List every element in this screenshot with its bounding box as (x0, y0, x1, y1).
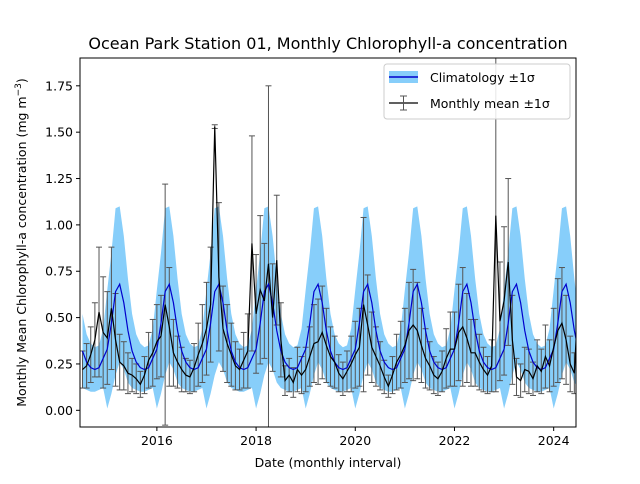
x-tick-label: 2024 (538, 433, 570, 448)
x-axis-ticks: 2016 2018 2020 2022 2024 (141, 427, 570, 448)
y-axis-ticks: 0.00 0.25 0.50 0.75 1.00 1.25 1.50 1.75 (45, 78, 80, 418)
y-tick-label: 1.00 (45, 217, 73, 232)
x-tick-label: 2018 (240, 433, 272, 448)
climatology-band (82, 206, 576, 409)
legend-climatology-label: Climatology ±1σ (430, 70, 535, 85)
y-tick-label: 1.75 (45, 78, 73, 93)
y-axis-label: Monthly Mean Chlorophyll-a concentration… (14, 78, 29, 407)
y-tick-label: 0.00 (45, 403, 73, 418)
x-tick-label: 2022 (439, 433, 471, 448)
x-tick-label: 2020 (339, 433, 371, 448)
plot-frame (79, 57, 577, 428)
plot-area (80, 58, 576, 427)
legend-monthly-label: Monthly mean ±1σ (430, 96, 550, 111)
legend-climatology-swatch (389, 71, 418, 83)
legend-errorbar-swatch (389, 95, 418, 111)
y-axis-label-superscript: −3 (14, 83, 24, 96)
y-axis-label-text: Monthly Mean Chlorophyll-a concentration… (14, 96, 29, 406)
y-tick-label: 1.25 (45, 171, 73, 186)
y-tick-label: 1.50 (45, 125, 73, 140)
y-tick-label: 0.50 (45, 310, 73, 325)
climatology-line (81, 282, 576, 371)
y-tick-label: 0.75 (45, 264, 73, 279)
x-axis-label: Date (monthly interval) (255, 455, 402, 470)
legend: Climatology ±1σ Monthly mean ±1σ (383, 63, 571, 120)
y-axis-label-close: ) (14, 78, 29, 83)
monthly-mean-line (82, 126, 576, 388)
chart-title: Ocean Park Station 01, Monthly Chlorophy… (88, 34, 567, 53)
x-tick-label: 2016 (141, 433, 173, 448)
legend-frame (383, 63, 571, 120)
y-tick-label: 0.25 (45, 356, 73, 371)
